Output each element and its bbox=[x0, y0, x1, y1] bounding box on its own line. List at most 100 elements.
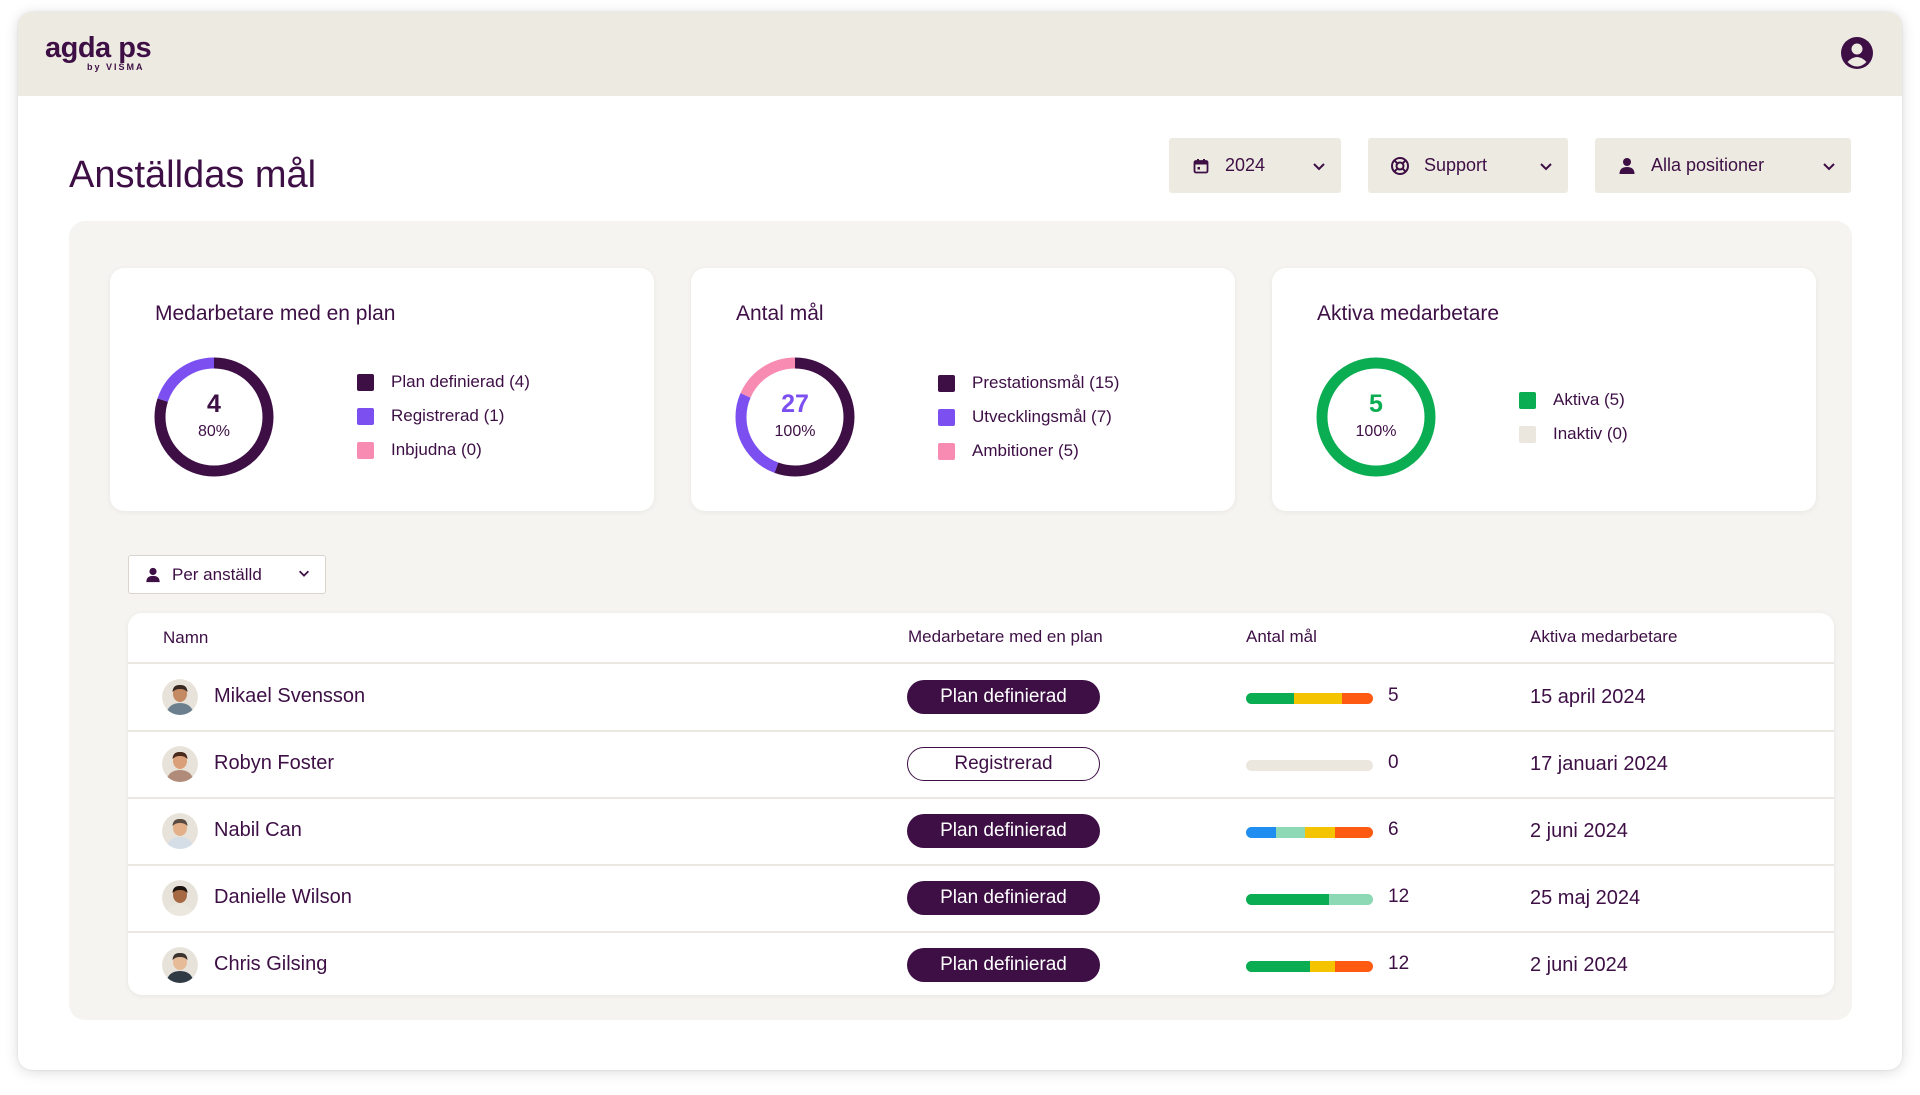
goals-count: 5 bbox=[1388, 685, 1399, 706]
avatar bbox=[162, 947, 198, 983]
donut-segment-2 bbox=[735, 357, 855, 477]
status-badge: Registrerad bbox=[907, 747, 1100, 781]
legend-item: Ambitioner (5) bbox=[938, 434, 1119, 468]
legend-label: Plan definierad (4) bbox=[391, 372, 530, 391]
chevron-down-icon bbox=[297, 565, 311, 585]
page-title: Anställdas mål bbox=[69, 154, 317, 196]
donut-percent: 100% bbox=[774, 423, 816, 440]
donut-chart: 4 80% bbox=[154, 357, 274, 477]
employee-name[interactable]: Robyn Foster bbox=[214, 752, 335, 774]
logo[interactable]: agda ps by VISMA bbox=[45, 32, 152, 72]
card-title: Aktiva medarbetare bbox=[1317, 302, 1500, 325]
legend-swatch bbox=[1519, 391, 1536, 409]
table-row[interactable]: Robyn Foster Registrerad 0 17 januari 2024 bbox=[128, 731, 1834, 799]
active-date: 2 juni 2024 bbox=[1530, 954, 1628, 976]
chevron-down-icon bbox=[1311, 158, 1327, 174]
column-header-active[interactable]: Aktiva medarbetare bbox=[1530, 627, 1678, 646]
legend-label: Utvecklingsmål (7) bbox=[972, 407, 1112, 426]
logo-text: agda ps bbox=[45, 32, 152, 64]
goals-count: 6 bbox=[1388, 819, 1399, 840]
legend-swatch bbox=[938, 374, 955, 392]
calendar-icon bbox=[1191, 156, 1211, 176]
employee-name[interactable]: Nabil Can bbox=[214, 819, 302, 841]
bar-segment-0 bbox=[1246, 894, 1329, 905]
card-title: Antal mål bbox=[736, 302, 824, 325]
user-account-icon[interactable] bbox=[1840, 36, 1874, 70]
legend-swatch bbox=[938, 408, 955, 426]
legend-swatch bbox=[1519, 425, 1536, 443]
legend-label: Registrerad (1) bbox=[391, 406, 505, 425]
goals-progress-bar bbox=[1246, 760, 1373, 771]
donut-segment-0 bbox=[1316, 357, 1436, 477]
goals-count: 12 bbox=[1388, 953, 1410, 974]
year-filter-dropdown[interactable]: 2024 bbox=[1169, 138, 1341, 193]
status-badge: Plan definierad bbox=[907, 680, 1100, 714]
bar-segment-1 bbox=[1293, 693, 1342, 704]
legend-item: Aktiva (5) bbox=[1519, 383, 1628, 417]
per-employee-select[interactable]: Per anställd bbox=[128, 555, 326, 594]
legend-label: Prestationsmål (15) bbox=[972, 373, 1120, 392]
goals-progress-bar bbox=[1246, 827, 1373, 838]
legend-swatch bbox=[938, 442, 955, 460]
legend-label: Inaktiv (0) bbox=[1553, 424, 1628, 443]
donut-segment-1 bbox=[154, 357, 274, 477]
chevron-down-icon bbox=[1821, 158, 1837, 174]
bar-segment-0 bbox=[1246, 693, 1294, 704]
donut-chart: 27 100% bbox=[735, 357, 855, 477]
goals-progress-bar bbox=[1246, 961, 1373, 972]
legend-item: Inaktiv (0) bbox=[1519, 417, 1628, 451]
bar-segment-1 bbox=[1309, 961, 1335, 972]
active-date: 17 januari 2024 bbox=[1530, 753, 1668, 775]
status-badge: Plan definierad bbox=[907, 881, 1100, 915]
goals-progress-bar bbox=[1246, 693, 1373, 704]
legend-swatch bbox=[357, 407, 374, 425]
legend-item: Registrerad (1) bbox=[357, 399, 530, 433]
column-header-goals[interactable]: Antal mål bbox=[1246, 627, 1317, 646]
employee-name[interactable]: Danielle Wilson bbox=[214, 886, 352, 908]
status-badge: Plan definierad bbox=[907, 948, 1100, 982]
card-title: Medarbetare med en plan bbox=[155, 302, 396, 325]
employee-name[interactable]: Chris Gilsing bbox=[214, 953, 328, 975]
bar-segment-0 bbox=[1246, 961, 1310, 972]
table-row[interactable]: Chris Gilsing Plan definierad 12 2 juni 202… bbox=[128, 932, 1834, 995]
table-row[interactable]: Mikael Svensson Plan definierad 5 15 april … bbox=[128, 664, 1834, 732]
column-header-plan[interactable]: Medarbetare med en plan bbox=[908, 627, 1103, 646]
donut-value: 5 bbox=[1369, 390, 1383, 418]
employee-name[interactable]: Mikael Svensson bbox=[214, 685, 366, 707]
bar-segment-0 bbox=[1246, 827, 1276, 838]
legend-item: Inbjudna (0) bbox=[357, 433, 530, 467]
avatar bbox=[162, 880, 198, 916]
donut-value: 4 bbox=[207, 390, 221, 418]
per-employee-label: Per anställd bbox=[172, 564, 262, 584]
goals-count: 12 bbox=[1388, 886, 1410, 907]
column-header-name[interactable]: Namn bbox=[163, 628, 209, 647]
position-filter-label: Alla positioner bbox=[1651, 155, 1765, 175]
active-date: 25 maj 2024 bbox=[1530, 887, 1641, 909]
legend-swatch bbox=[357, 441, 374, 459]
goals-count: 0 bbox=[1388, 752, 1399, 773]
status-badge: Plan definierad bbox=[907, 814, 1100, 848]
donut-percent: 80% bbox=[197, 423, 231, 440]
avatar-portrait-icon bbox=[162, 813, 198, 849]
legend-item: Plan definierad (4) bbox=[357, 365, 530, 399]
lifebuoy-icon bbox=[1390, 156, 1410, 176]
legend-item: Prestationsmål (15) bbox=[938, 366, 1119, 400]
table-row[interactable]: Danielle Wilson Plan definierad 12 25 maj 2… bbox=[128, 865, 1834, 933]
legend-label: Inbjudna (0) bbox=[391, 440, 482, 459]
chevron-down-icon bbox=[1538, 158, 1554, 174]
position-filter-dropdown[interactable]: Alla positioner bbox=[1595, 138, 1851, 193]
avatar-portrait-icon bbox=[162, 746, 198, 782]
avatar-portrait-icon bbox=[162, 679, 198, 715]
table-header: Namn Medarbetare med en plan Antal mål A… bbox=[128, 613, 1834, 664]
table-row[interactable]: Nabil Can Plan definierad 6 2 juni 2024 bbox=[128, 798, 1834, 866]
support-filter-dropdown[interactable]: Support bbox=[1368, 138, 1568, 193]
bar-segment-2 bbox=[1305, 827, 1335, 838]
bar-segment-1 bbox=[1328, 894, 1373, 905]
donut-chart: 5 100% bbox=[1316, 357, 1436, 477]
bar-segment-2 bbox=[1334, 961, 1373, 972]
avatar-portrait-icon bbox=[162, 947, 198, 983]
avatar bbox=[162, 679, 198, 715]
support-filter-label: Support bbox=[1424, 155, 1488, 175]
legend: Plan definierad (4) Registrerad (1) Inbj… bbox=[357, 365, 530, 467]
legend: Aktiva (5) Inaktiv (0) bbox=[1519, 383, 1628, 451]
